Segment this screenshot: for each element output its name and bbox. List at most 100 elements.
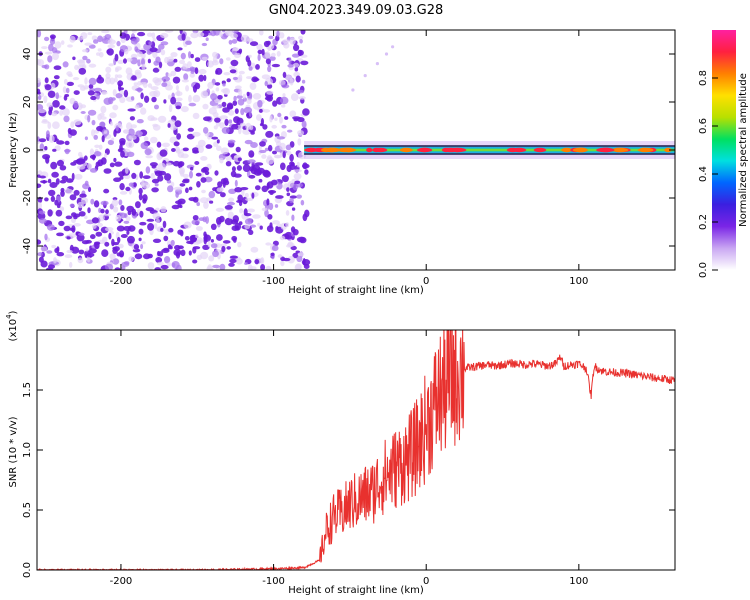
noise-blob [78,249,85,255]
noise-blob [167,94,172,100]
noise-blob [212,112,219,118]
noise-blob [128,256,134,262]
noise-blob [191,219,200,225]
noise-blob [79,193,87,198]
noise-blob [158,61,163,69]
noise-blob [259,225,263,230]
noise-blob [203,74,207,82]
noise-blob [96,125,104,132]
noise-blob [160,264,169,270]
noise-blob [233,95,237,102]
noise-blob [222,82,226,87]
noise-blob [285,144,292,151]
noise-blob [52,148,57,152]
noise-blob [151,32,156,39]
noise-blob [219,122,225,129]
noise-blob [73,223,81,227]
noise-blob [216,145,222,151]
noise-blob [73,189,80,196]
noise-blob [234,155,240,159]
noise-blob [142,175,151,180]
noise-blob [91,129,95,137]
noise-blob [130,124,137,129]
noise-blob [246,76,253,80]
noise-blob [112,242,120,246]
noise-blob [175,149,182,154]
noise-blob [291,207,296,211]
noise-blob [37,239,42,245]
noise-blob [170,239,175,247]
noise-blob [112,258,120,265]
noise-blob [37,252,43,257]
noise-blob [70,121,75,128]
noise-blob [259,149,267,154]
band-peak [341,147,356,153]
noise-blob [125,186,131,192]
noise-blob [58,220,65,227]
noise-blob [248,66,253,71]
noise-blob [212,51,218,58]
noise-blob [304,169,309,175]
noise-blob [78,211,86,217]
noise-blob [262,124,268,130]
noise-blob [262,169,270,177]
noise-blob [219,115,228,120]
noise-blob [227,211,234,219]
noise-blob [65,87,70,94]
noise-blob [124,48,129,55]
noise-blob [44,197,49,202]
noise-blob [189,72,195,78]
noise-blob [52,100,60,108]
noise-blob [275,195,284,199]
noise-blob [194,161,200,165]
noise-blob [140,243,144,250]
noise-blob [63,115,70,123]
noise-blob [207,60,214,68]
noise-blob [76,102,83,111]
noise-blob [78,232,85,236]
noise-blob [244,262,248,265]
noise-blob [80,86,86,91]
noise-blob [114,267,121,270]
noise-blob [147,253,153,259]
noise-blob [72,77,80,81]
noise-blob [205,37,209,41]
noise-blob [138,193,143,201]
band-peak [417,147,433,153]
noise-blob [229,255,238,259]
noise-blob [162,220,167,229]
noise-blob [115,93,123,99]
noise-blob [145,207,154,212]
noise-blob [38,218,47,224]
noise-blob [240,187,249,191]
noise-blob [237,157,242,162]
noise-blob [164,256,171,264]
noise-blob [142,198,147,204]
noise-blob [261,154,267,159]
noise-blob [152,212,160,220]
noise-blob [225,161,232,167]
colorbar-ticks: 0.0 0.2 0.4 0.6 0.8 [698,70,718,278]
noise-blob [84,42,92,46]
noise-blob [127,108,136,112]
noise-blob [117,80,124,87]
noise-blob [236,165,242,171]
noise-blob [46,102,53,108]
noise-blob [227,109,235,116]
noise-blob [228,119,233,124]
noise-blob [144,95,150,104]
noise-blob [101,30,110,34]
noise-blob [69,203,75,208]
noise-blob [192,147,199,153]
noise-blob [192,215,199,221]
y-tick-label: 20 [22,96,33,109]
x-tick-label: -200 [110,576,133,587]
noise-blob [203,231,207,237]
noise-blob [115,66,122,71]
noise-blob [155,257,163,263]
noise-blob [173,141,180,147]
noise-blob [270,252,275,256]
noise-blob [170,52,178,58]
noise-blob [234,52,241,59]
trace-point [351,88,355,92]
